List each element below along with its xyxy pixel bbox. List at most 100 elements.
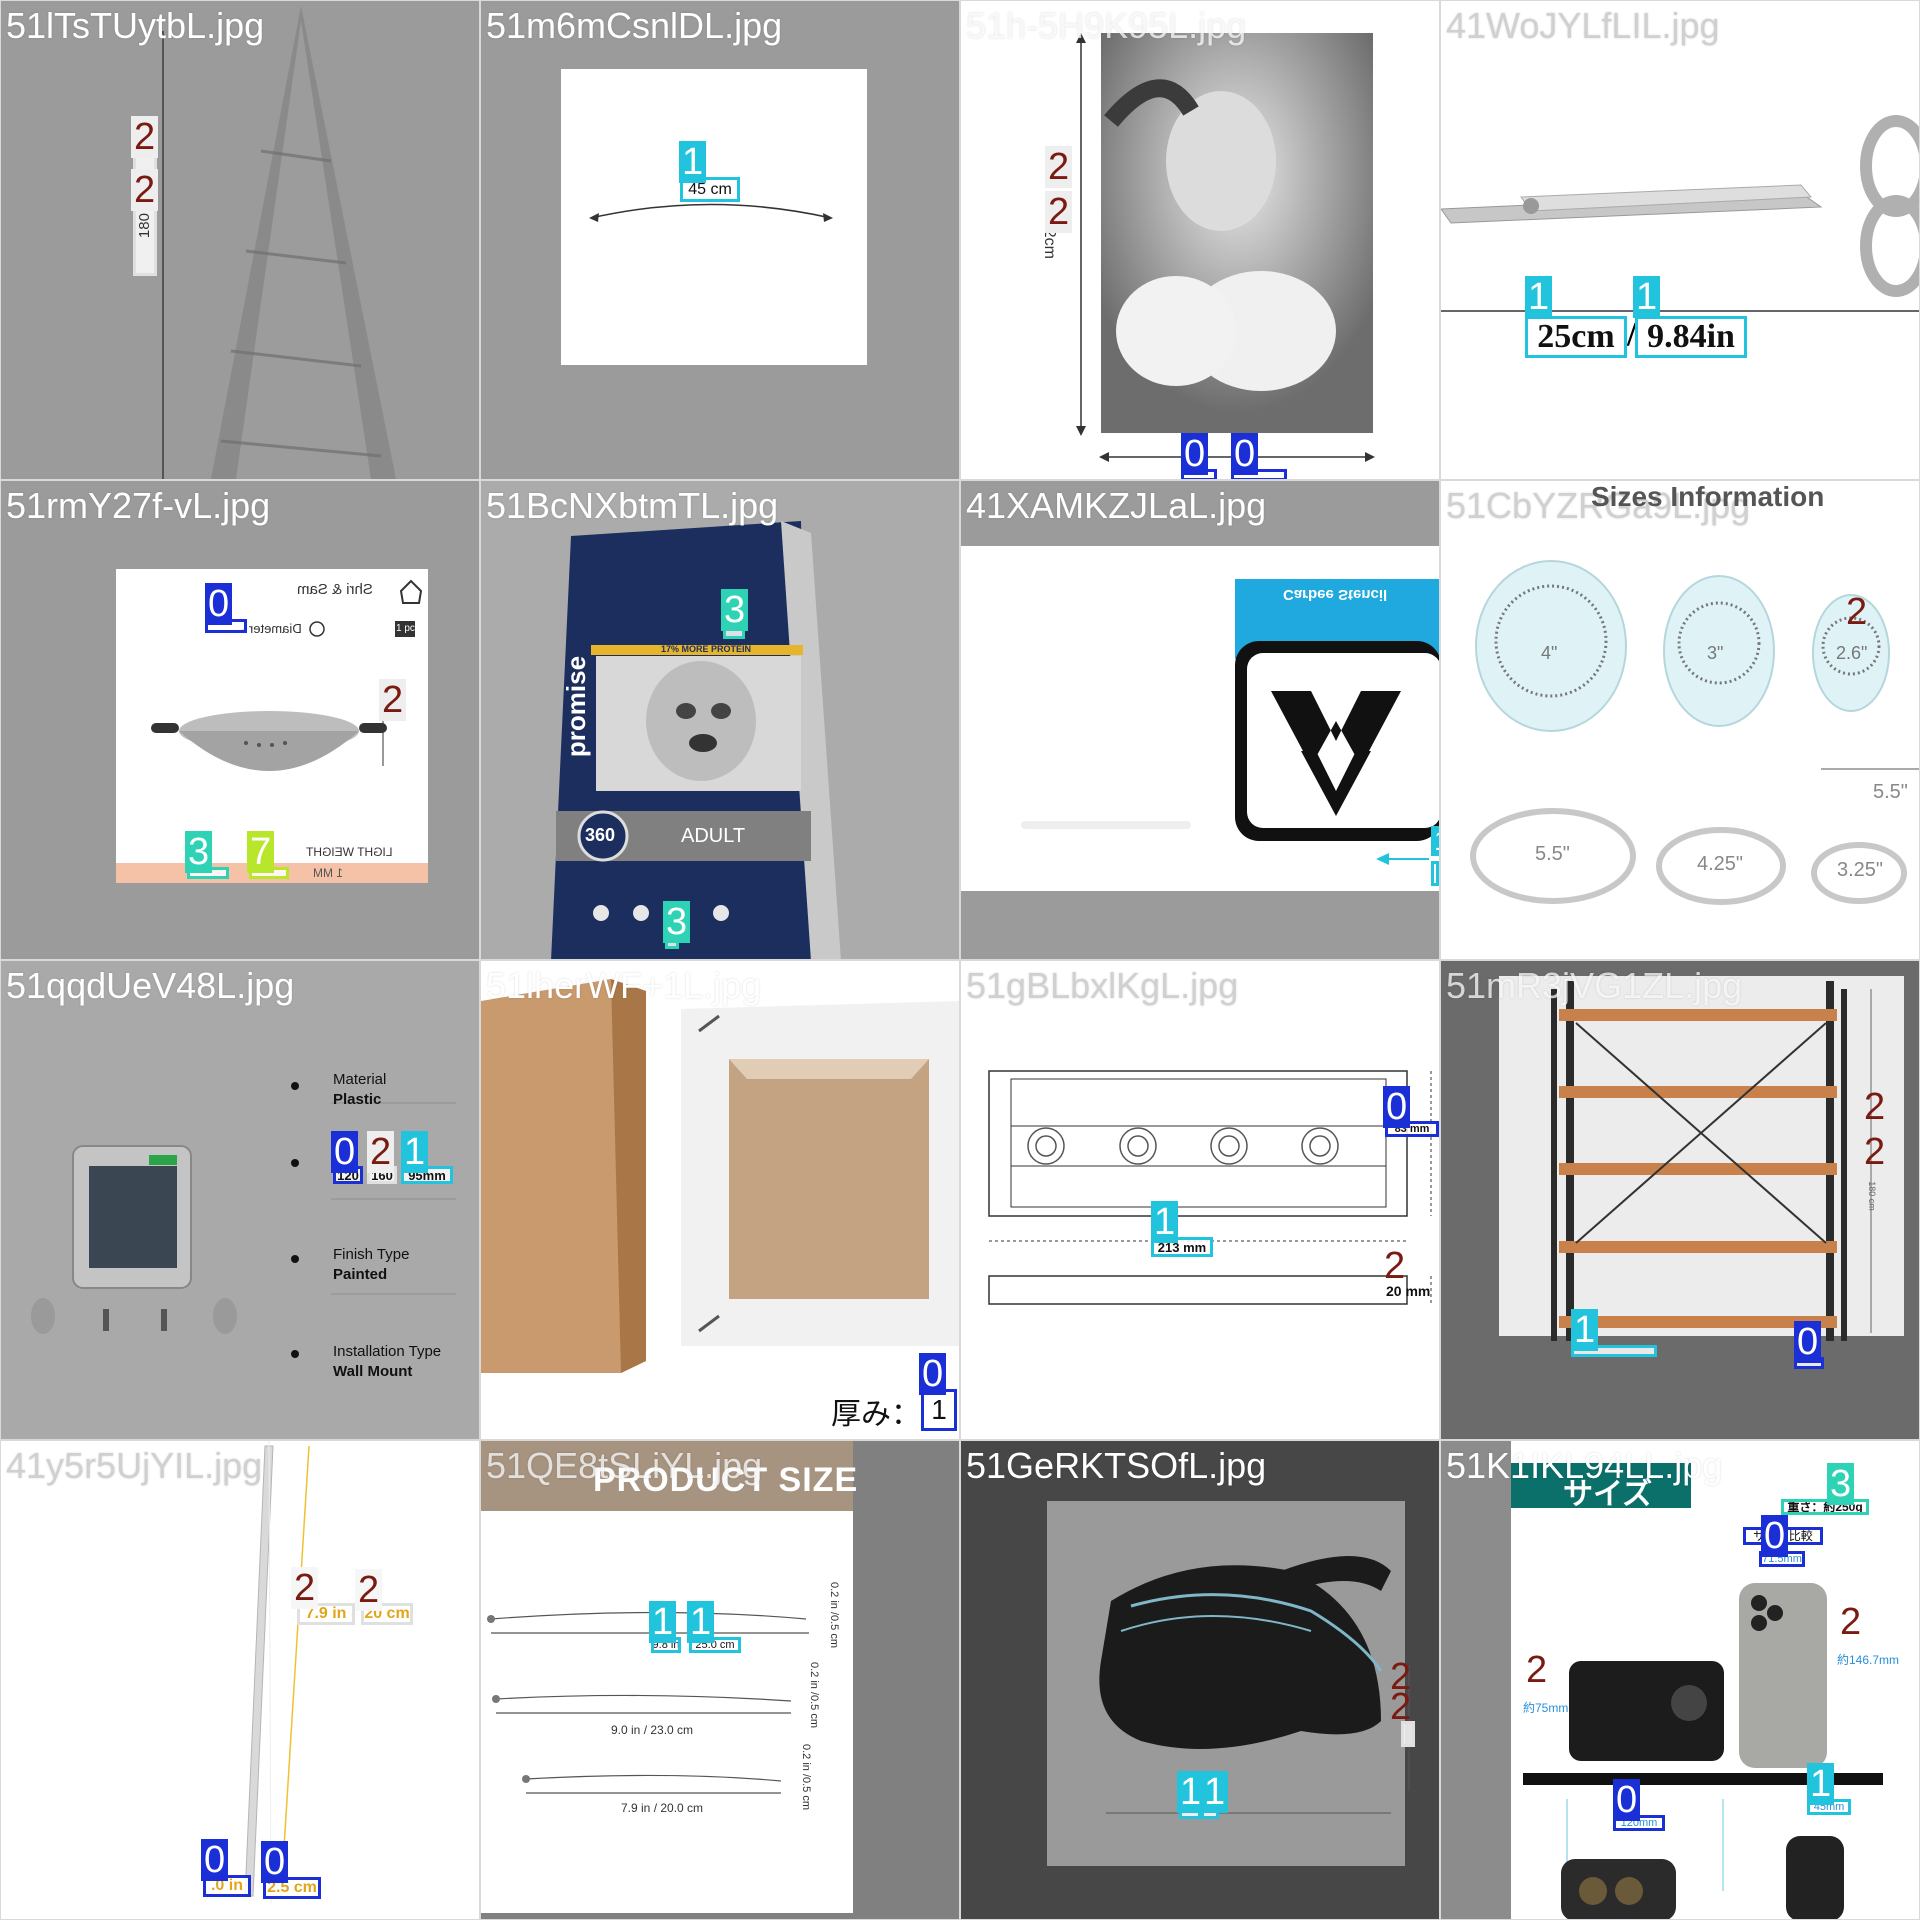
class-label: 3 xyxy=(721,589,749,631)
class-label: 2 xyxy=(1864,1131,1886,1173)
tile-filename: 51GeRKTSOfL.jpg xyxy=(966,1445,1267,1486)
height-left-text: 約75mm xyxy=(1523,1701,1569,1715)
feature-label: Material xyxy=(333,1071,387,1088)
bottom-text: LIGHT WEIGHT xyxy=(306,845,393,859)
class-label: 2 xyxy=(379,679,407,721)
tile-41XAMKZJLaL[interactable]: 41XAMKZJLaL.jpg Carbee Stencil 1 xyxy=(960,480,1440,960)
dimension-box: 重さ：約250g xyxy=(1781,1499,1869,1515)
pc-text: 1 pc xyxy=(396,623,415,634)
class-label: 2 xyxy=(291,1567,319,1609)
tile-41y5r5UjYIL[interactable]: 41y5r5UjYIL.jpg 2 2 7.9 in / 20 cm 0 .0 … xyxy=(0,1440,480,1920)
width-right-text: 45mm xyxy=(1813,1800,1845,1813)
tile-51BcNXbtmTL[interactable]: 51BcNXbtmTL.jpg promise 17% MORE PROTEIN… xyxy=(480,480,960,960)
side-text: 0.2 in /0.5 cm xyxy=(808,1661,821,1729)
in-text: 9.84in xyxy=(1647,318,1735,355)
class-label: 0 xyxy=(205,583,233,625)
tile-filename: 51rmY27f-vL.jpg xyxy=(6,485,271,526)
class-label: 3 xyxy=(185,831,213,873)
class-label: 1 xyxy=(1633,276,1661,318)
class-label: 2 xyxy=(1045,146,1073,188)
tile-51GeRKTSOfL[interactable]: 51GeRKTSOfL.jpg 2 2 1 1 xyxy=(960,1440,1440,1920)
dimension-box: 25cm xyxy=(1525,316,1627,358)
dimension-box xyxy=(1431,861,1439,886)
stencil-image xyxy=(961,546,1439,891)
dimension-box: 9.84in xyxy=(1635,316,1747,358)
banner-text: 17% MORE PROTEIN xyxy=(661,644,752,654)
diameter-text: Diameter - xyxy=(241,621,302,636)
title-text: サイズ xyxy=(1563,1478,1653,1511)
class-label: 7 xyxy=(247,831,275,873)
wire-rope-image xyxy=(481,1441,959,1919)
tile-41WoJYLfLIL[interactable]: 41WoJYLfLIL.jpg 1 1 25cm / 9.84in xyxy=(1440,0,1920,480)
class-label: 1 xyxy=(1431,826,1439,856)
class-label: 0 xyxy=(1613,1779,1641,1821)
dimension-box: 1 xyxy=(921,1389,957,1431)
class-label: 3 xyxy=(663,901,691,943)
badge-text: 360 xyxy=(585,825,616,845)
tile-51h-5H9K95L[interactable]: 51h-5H9K95L.jpg 2 2 152cm 0 0 xyxy=(960,0,1440,480)
christmas-tree-image xyxy=(162,6,396,479)
tile-51gBLbxlKgL[interactable]: 51gBLbxlKgL.jpg 0 83 mm 1 213 mm 2 20 mm xyxy=(960,960,1440,1440)
thickness-text: 1 MM xyxy=(313,866,343,880)
tile-filename: 51gBLbxlKgL.jpg xyxy=(966,965,1239,1006)
class-label: 2 xyxy=(1846,591,1868,633)
size-text: 4.25" xyxy=(1697,853,1744,875)
tile-filename: 51h-5H9K95L.jpg xyxy=(966,5,1247,46)
tile-filename: 51K1IKL94LL.jpg xyxy=(1446,1445,1723,1486)
class-label: 0 xyxy=(1383,1086,1411,1128)
tile-51qqdUeV48L[interactable]: 51qqdUeV48L.jpg Material Plastic Finish … xyxy=(0,960,480,1440)
depth-text: 83 mm xyxy=(1394,1122,1430,1135)
tile-51lTsTUytbL[interactable]: 51lTsTUytbL.jpg 2 2 180 cm xyxy=(0,0,480,480)
class-label: 0 xyxy=(919,1353,947,1395)
thickness-text: 厚み： xyxy=(831,1398,921,1431)
waist-bag-image xyxy=(1047,1501,1410,1866)
tile-51mR3jVG1ZL[interactable]: 51mR3jVG1ZL.jpg 2 2 180 cm 1 0 xyxy=(1440,960,1920,1440)
class-label: 0 xyxy=(1231,433,1259,475)
title-text: Sizes Information xyxy=(1591,481,1825,512)
power-inverter-image xyxy=(1441,1441,1883,1919)
class-label: 0 xyxy=(261,1841,289,1883)
width-top-text: 71.5mm xyxy=(1762,1552,1802,1565)
class-label: 2 xyxy=(131,169,159,211)
scissors-image xyxy=(1441,115,1919,312)
class-label: 2 xyxy=(1390,1686,1412,1728)
class-label: 2 xyxy=(1384,1245,1406,1287)
class-label: 2 xyxy=(1864,1086,1886,1128)
class-label: 1 xyxy=(401,1131,429,1173)
product-image xyxy=(116,569,428,883)
distribution-box-image xyxy=(31,1082,456,1358)
tile-51m6mCsnlDL[interactable]: 51m6mCsnlDL.jpg 1 45 cm xyxy=(480,0,960,480)
class-label: 1 xyxy=(687,1601,715,1643)
height-text: 20 mm xyxy=(1386,1283,1431,1299)
diameter-cm-text: 2.5 cm xyxy=(267,1879,317,1896)
tile-51QE8tSLiYL[interactable]: 51QE8tSLiYL.jpg PRODUCT SIZE 1 9.8 in 1 … xyxy=(480,1440,960,1920)
canvas-frame-image xyxy=(481,979,959,1373)
feature-value: Plastic xyxy=(333,1091,382,1108)
tile-51lherWF+1L[interactable]: 51lherWF+1L.jpg 厚み： 0 1 xyxy=(480,960,960,1440)
thickness-value: 1 xyxy=(931,1394,947,1425)
tile-filename: 51mR3jVG1ZL.jpg xyxy=(1446,965,1743,1006)
class-label: 2 xyxy=(1045,191,1073,233)
width-text: 213 mm xyxy=(1157,1239,1207,1255)
tile-filename: 41XAMKZJLaL.jpg xyxy=(966,485,1267,526)
feature-value: Wall Mount xyxy=(333,1363,413,1380)
feature-value: Painted xyxy=(333,1266,388,1283)
header-text: Carbee Stencil xyxy=(1283,586,1388,603)
width-text: 45 cm xyxy=(688,180,732,198)
product-image xyxy=(561,69,867,365)
class-label: 2 xyxy=(355,1569,383,1611)
feature-label: Finish Type xyxy=(333,1246,410,1263)
tile-51K1IKL94LL[interactable]: 51K1IKL94LL.jpg サイズ 3 重さ：約250g 0 サイズ比較 7… xyxy=(1440,1440,1920,1920)
class-label: 1 xyxy=(679,141,707,183)
class-label: 2 xyxy=(1526,1649,1548,1691)
class-label: 3 xyxy=(1827,1463,1855,1505)
width-bottom-text: 120mm xyxy=(1620,1816,1658,1829)
tile-filename: 51lTsTUytbL.jpg xyxy=(6,5,265,46)
tile-51rmY27f-vL[interactable]: 51rmY27f-vL.jpg Shri & Sam Diameter - 1 … xyxy=(0,480,480,960)
length-text: 7.9 in / 20.0 cm xyxy=(621,1801,704,1815)
tile-51CbYZRGa9L[interactable]: 51CbYZRGa9L.jpg Sizes Information 4" 3" … xyxy=(1440,480,1920,960)
class-label: 1 xyxy=(649,1601,677,1643)
length-cm-text: 25.0 cm xyxy=(695,1638,735,1651)
brand-text: Shri & Sam xyxy=(297,581,373,598)
tile-filename: 41y5r5UjYIL.jpg xyxy=(6,1445,263,1486)
